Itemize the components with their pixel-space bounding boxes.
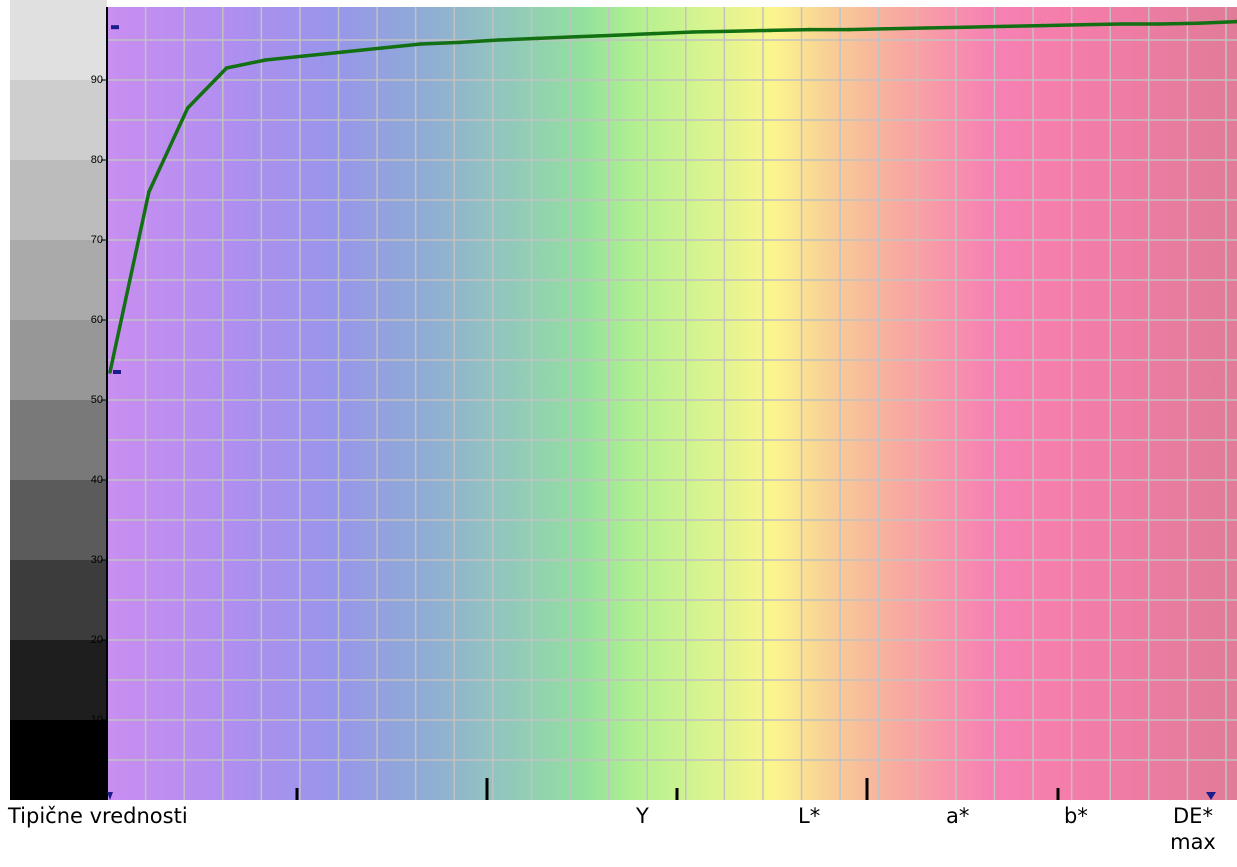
- spectrum-background: [107, 7, 1237, 800]
- y-tick-label: 10: [91, 714, 103, 726]
- range-max-marker: [111, 25, 119, 30]
- data-point: [807, 27, 812, 32]
- column-de-max-label: DE* max: [1170, 804, 1216, 854]
- y-tick-label: 60: [91, 314, 103, 326]
- data-point: [419, 42, 423, 46]
- data-point: [924, 26, 928, 30]
- y-tick-label: 80: [91, 154, 103, 166]
- range-min-marker: [113, 370, 121, 374]
- y-tick-label: 50: [91, 394, 103, 406]
- column-a-label: a*: [946, 804, 970, 828]
- y-tick-label: 90: [91, 74, 103, 86]
- column-b-label: b*: [1064, 804, 1088, 828]
- grid-lines: [107, 7, 1237, 800]
- data-point: [574, 35, 579, 39]
- data-point: [729, 29, 734, 33]
- data-point: [963, 25, 967, 30]
- y-tick-label: 40: [91, 474, 103, 486]
- gray-swatch: [10, 160, 107, 240]
- y-tick-label: 30: [91, 554, 103, 566]
- gray-swatch: [10, 240, 107, 320]
- data-point: [1040, 23, 1045, 28]
- data-point: [457, 40, 462, 45]
- column-l-label: L*: [798, 804, 821, 828]
- y-tick-label: 0: [97, 794, 103, 800]
- data-point: [768, 28, 773, 33]
- data-point: [846, 27, 851, 32]
- axis-start-marker: [107, 792, 113, 800]
- data-point: [1002, 24, 1006, 29]
- gray-swatch: [10, 560, 107, 640]
- data-point: [185, 106, 190, 110]
- data-point: [1118, 22, 1123, 26]
- gray-swatch: [10, 400, 107, 480]
- axis-end-marker: [1206, 792, 1216, 800]
- y-tick-label: 70: [91, 234, 103, 246]
- data-point: [302, 54, 307, 58]
- data-point: [535, 36, 540, 41]
- data-point: [147, 190, 151, 194]
- y-tick-labels: 0 10 20 30 40 50 60 70 80 90: [91, 74, 103, 800]
- data-point: [691, 30, 695, 34]
- gray-swatch: [10, 480, 107, 560]
- data-point: [1157, 22, 1162, 26]
- data-point: [380, 46, 384, 50]
- data-point: [224, 66, 229, 70]
- data-point: [885, 27, 890, 31]
- data-point: [263, 58, 268, 62]
- gray-swatch: [10, 80, 107, 160]
- data-point: [613, 33, 618, 37]
- gray-scale-band: [10, 0, 107, 800]
- column-y-label: Y: [636, 804, 649, 828]
- gray-swatch: [10, 320, 107, 400]
- y-tick-label: 20: [91, 634, 103, 646]
- data-point: [341, 50, 345, 54]
- plot-area: [107, 7, 1237, 800]
- chart: 0 10 20 30 40 50 60 70 80 90: [10, 0, 1237, 800]
- series-line: [108, 19, 1237, 373]
- gray-swatch: [10, 720, 107, 800]
- series: [108, 19, 1237, 374]
- data-point: [108, 370, 112, 374]
- gray-swatch: [10, 0, 107, 80]
- markers: [107, 25, 1216, 800]
- axes: [101, 7, 1060, 800]
- data-point: [1196, 21, 1200, 26]
- gray-swatch: [10, 640, 107, 720]
- typical-values-label: Tipične vrednosti: [8, 804, 188, 828]
- data-point: [652, 31, 656, 36]
- data-point: [1079, 23, 1084, 27]
- chart-svg: 0 10 20 30 40 50 60 70 80 90: [10, 0, 1237, 800]
- data-point: [496, 38, 501, 42]
